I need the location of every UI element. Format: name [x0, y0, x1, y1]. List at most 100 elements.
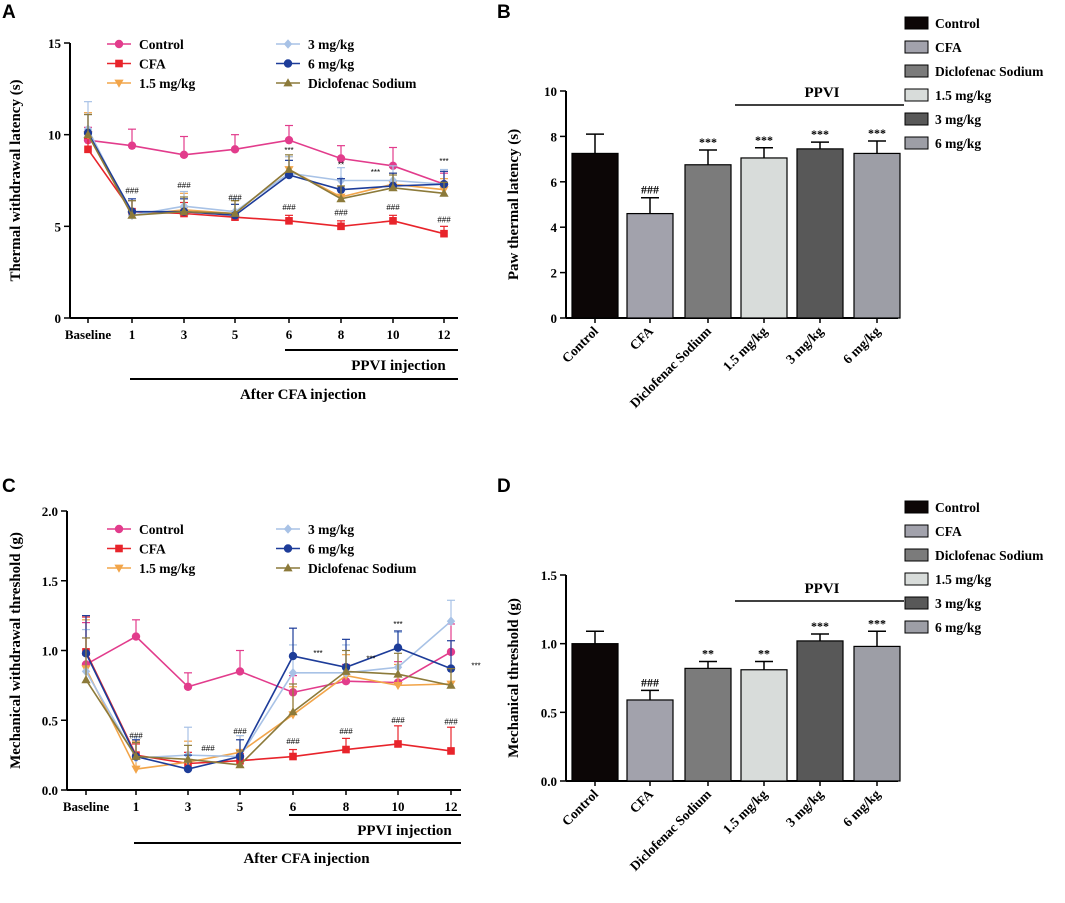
legend-marker: [115, 59, 123, 68]
data-point: [284, 164, 294, 173]
data-point: [131, 765, 141, 774]
y-tick-label: 0.5: [42, 713, 59, 728]
x-tick-label: Control: [559, 786, 601, 828]
x-tick-label: 6: [286, 327, 293, 342]
legend-label: 1.5 mg/kg: [139, 76, 196, 91]
legend-marker: [114, 79, 124, 88]
data-point: [284, 135, 294, 145]
legend-swatch: [904, 620, 929, 634]
data-point: [447, 747, 455, 755]
x-tick-label: 1: [129, 327, 136, 342]
y-tick-label: 15: [48, 36, 62, 51]
panel-a-line-chart: 0 5 10 15 Baseline 1 3 5 6 8 10 12 Thermal withdrawa…: [8, 36, 458, 403]
significance-mark: ###: [177, 181, 191, 190]
series-line: [87, 132, 445, 217]
legend-label: Control: [139, 522, 184, 537]
data-point: [131, 751, 141, 760]
data-point: [179, 206, 189, 216]
data-point: [388, 183, 398, 192]
x-tick-label: 8: [338, 327, 345, 342]
legend-swatch: [904, 524, 929, 538]
bar: [796, 640, 844, 782]
legend-label: CFA: [139, 542, 166, 557]
x-tick-label: 3 mg/kg: [783, 786, 826, 829]
data-point: [446, 616, 456, 627]
legend-label: 3 mg/kg: [308, 37, 354, 52]
y-tick-label: 0: [551, 311, 558, 326]
x-tick-label: 3: [181, 327, 188, 342]
legend-label: 6 mg/kg: [308, 57, 354, 72]
data-point: [83, 129, 93, 139]
legend-swatch: [904, 16, 929, 30]
x-tick-label: CFA: [627, 786, 657, 816]
legend-label: 6 mg/kg: [308, 542, 354, 557]
legend-swatch: [904, 136, 929, 150]
significance-mark: ***: [393, 620, 402, 629]
significance-label: **: [702, 647, 714, 661]
data-point: [446, 680, 456, 689]
ppvi-bracket-label: PPVI: [805, 581, 840, 597]
bar: [684, 667, 732, 782]
bar: [626, 212, 674, 319]
data-point: [127, 141, 137, 150]
y-tick-label: 2: [551, 266, 558, 281]
significance-mark: ###: [125, 186, 139, 195]
y-tick-label: 8: [551, 129, 558, 144]
data-point: [341, 666, 351, 675]
data-point: [179, 150, 189, 160]
legend-swatch: [904, 500, 929, 514]
bar: [571, 643, 619, 782]
bar: [740, 669, 788, 782]
data-point: [183, 754, 193, 763]
data-point: [131, 632, 141, 641]
legend-label: CFA: [935, 40, 962, 55]
significance-label: ###: [641, 183, 659, 197]
y-axis-label: Thermal withdrawal latency (s): [8, 79, 24, 281]
y-tick-label: 5: [55, 219, 62, 234]
y-axis-label: Mechanical withdrawal threshold (g): [8, 532, 24, 769]
legend-label: 1.5 mg/kg: [935, 572, 992, 587]
panel-letter-b: B: [497, 2, 511, 23]
significance-label: ***: [811, 127, 829, 141]
data-point: [183, 682, 193, 691]
legend-marker: [283, 59, 293, 68]
significance-mark: ***: [439, 157, 448, 166]
significance-label: ###: [641, 675, 659, 689]
data-point: [235, 760, 245, 769]
significance-mark: ###: [129, 731, 143, 740]
legend-label: Diclofenac Sodium: [308, 561, 417, 576]
data-point: [288, 651, 298, 661]
legend-marker: [283, 39, 293, 49]
significance-mark: ###: [339, 727, 353, 736]
series-line: [87, 134, 445, 217]
panel-c-line-chart: 0.0 0.5 1.0 1.5 2.0 Baseline 1 3 5 6 8 10 12 Mechanic…: [8, 504, 481, 867]
ppvi-bracket-label: PPVI: [805, 85, 840, 101]
legend-marker: [283, 78, 293, 87]
legend-swatch: [904, 64, 929, 78]
significance-mark: ***: [471, 662, 480, 671]
significance-mark: ###: [233, 727, 247, 736]
significance-mark: ###: [334, 208, 348, 217]
y-tick-label: 1.0: [541, 637, 557, 652]
x-tick-label: 10: [392, 799, 405, 814]
legend-label: CFA: [935, 524, 962, 539]
series-diclofenac: [81, 637, 456, 769]
data-point: [230, 145, 240, 154]
legend-label: 1.5 mg/kg: [935, 88, 992, 103]
significance-mark: ###: [437, 216, 451, 225]
significance-mark: ###: [391, 716, 405, 725]
x-tick-label: 1.5 mg/kg: [720, 323, 771, 374]
panel-d-bar-chart: 0.0 0.5 1.0 1.5 Mechanical threshold (g) Cont…: [506, 500, 1044, 874]
legend-label: 3 mg/kg: [935, 112, 981, 127]
data-point: [285, 217, 293, 225]
x-tick-label: 3 mg/kg: [783, 323, 826, 366]
data-point: [439, 188, 449, 197]
x-tick-label: 12: [438, 327, 451, 342]
data-point: [393, 669, 403, 678]
significance-mark: ***: [371, 168, 380, 177]
legend-label: Control: [935, 500, 980, 515]
data-point: [389, 217, 397, 225]
data-point: [342, 745, 350, 754]
y-axis-label: Mechanical threshold (g): [506, 598, 522, 758]
